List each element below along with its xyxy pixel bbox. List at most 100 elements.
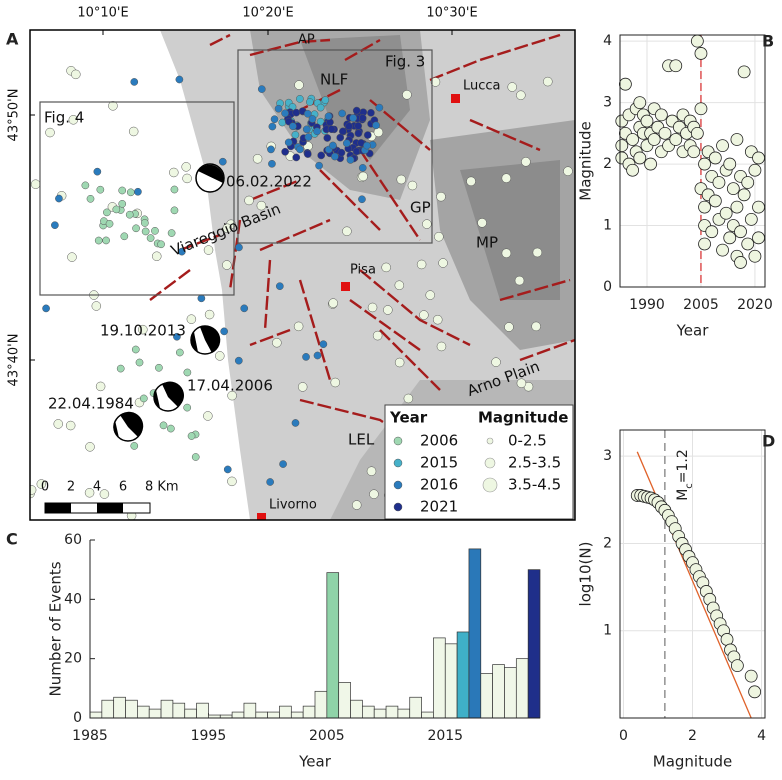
event (367, 302, 378, 313)
event (349, 114, 358, 122)
event (563, 166, 573, 176)
scale-bar: 0 2 4 6 8 Km (41, 480, 179, 514)
point (744, 212, 758, 226)
bar (196, 702, 209, 719)
mc-label-sub: c (683, 483, 694, 489)
event (244, 195, 254, 206)
point (654, 108, 668, 122)
bar (468, 548, 482, 719)
bar (113, 696, 126, 719)
point (737, 188, 751, 202)
event (416, 259, 427, 270)
event (170, 185, 179, 194)
event (134, 187, 142, 196)
event (531, 321, 541, 332)
point (618, 77, 632, 91)
relief (300, 35, 410, 160)
event (166, 424, 175, 433)
point (752, 200, 765, 214)
city-marker (451, 94, 460, 103)
bar (409, 696, 422, 719)
event (366, 466, 377, 476)
event (102, 236, 110, 245)
event (105, 219, 114, 228)
point (698, 237, 711, 251)
event (438, 258, 448, 268)
event (220, 327, 228, 336)
event (291, 419, 300, 427)
event (346, 156, 355, 164)
bar (350, 699, 363, 719)
bar (433, 637, 446, 719)
event (351, 500, 362, 510)
city-marker (341, 282, 350, 291)
point (748, 163, 762, 177)
map-ticks (30, 30, 453, 361)
event (173, 332, 181, 341)
event (336, 133, 345, 142)
event (303, 150, 312, 158)
event (128, 126, 139, 137)
lon-tick: 10°30'E (426, 6, 477, 21)
legend-label: 2021 (420, 498, 458, 516)
map-label: Fig. 3 (385, 53, 425, 71)
event (337, 148, 346, 157)
map-frame (29, 29, 576, 521)
lon-tick: 10°20'E (242, 6, 293, 21)
event (345, 122, 353, 131)
legend-marker (393, 458, 403, 468)
x-axis-label: Year (298, 753, 332, 771)
map-label: Fig. 4 (44, 109, 84, 127)
bar (137, 705, 150, 719)
y-tick-label: 20 (64, 651, 82, 667)
event (352, 106, 361, 115)
event (155, 363, 163, 372)
event (30, 179, 41, 189)
bar (385, 705, 399, 719)
point (640, 114, 654, 128)
point (626, 163, 639, 177)
bar (456, 631, 470, 719)
y-tick-label: 4 (603, 33, 612, 49)
event (91, 301, 102, 311)
event (71, 69, 81, 80)
bar (362, 705, 375, 719)
fig4-box (39, 101, 235, 296)
event (516, 90, 526, 100)
y-tick-label: 0 (73, 710, 82, 726)
event (108, 101, 118, 111)
bar (480, 673, 493, 719)
point (734, 225, 747, 239)
x-axis-label: Magnitude (653, 753, 732, 771)
event (327, 125, 336, 134)
bar (326, 572, 340, 719)
event (68, 115, 79, 125)
event (291, 130, 300, 139)
lat-tick: 43°40'N (7, 334, 22, 387)
panel-letter: D (762, 432, 775, 451)
event (316, 117, 325, 126)
event (321, 96, 330, 104)
point (730, 133, 744, 146)
event (67, 252, 77, 262)
point (723, 231, 737, 245)
event (296, 95, 304, 103)
event (186, 314, 197, 324)
event (281, 147, 289, 156)
event (369, 489, 379, 499)
x-tick-label: 4 (757, 728, 766, 744)
event (342, 226, 352, 237)
bar (492, 664, 505, 719)
point (741, 237, 755, 251)
point (716, 139, 729, 153)
legend-marker (393, 502, 403, 512)
event (45, 127, 55, 138)
event (396, 174, 407, 185)
event (116, 364, 125, 373)
scale-label: 8 Km (145, 480, 179, 495)
event (315, 161, 323, 170)
event (363, 141, 371, 150)
event (304, 133, 313, 141)
event (65, 420, 76, 431)
event (532, 247, 543, 258)
